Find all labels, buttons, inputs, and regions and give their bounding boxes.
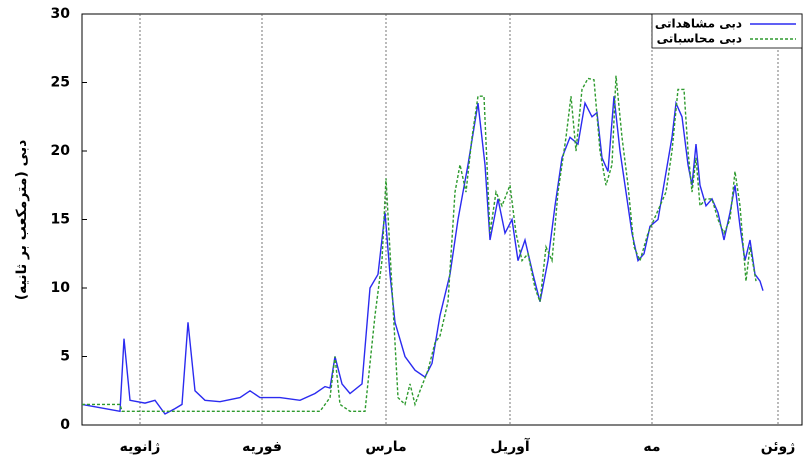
plot-frame — [82, 14, 802, 425]
data-line — [82, 76, 756, 412]
legend-label: دبی مشاهداتی — [655, 17, 742, 31]
y-tick-label: 30 — [51, 6, 71, 22]
y-tick-label: 20 — [51, 143, 71, 159]
x-tick-label: فوریه — [242, 439, 282, 455]
chart: دبی (مترمکعب بر ثانیه) 0 5 10 15 20 25 30 ژانوی… — [0, 0, 807, 463]
y-tick-label: 15 — [51, 212, 70, 228]
y-axis-label: دبی (مترمکعب بر ثانیه) — [14, 140, 30, 301]
y-tick-label: 10 — [51, 280, 71, 296]
x-tick-label: ژانویه — [120, 439, 161, 455]
legend-label: دبی محاسباتی — [657, 32, 742, 46]
y-tick-label: 5 — [60, 349, 70, 365]
y-tick-label: 25 — [51, 75, 70, 91]
data-line — [82, 96, 763, 414]
x-tick-label: ژوئن — [761, 439, 796, 455]
x-tick-label: آوریل — [490, 437, 531, 455]
x-tick-label: مه — [643, 439, 660, 455]
y-tick-label: 0 — [60, 417, 70, 433]
x-tick-label: مارس — [365, 439, 406, 455]
